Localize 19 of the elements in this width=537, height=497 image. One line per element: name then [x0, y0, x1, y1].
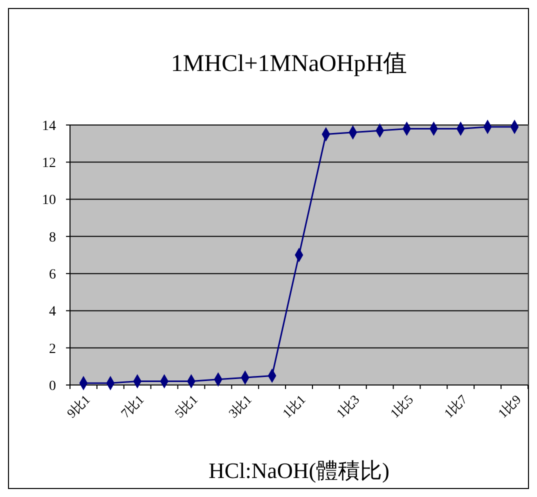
y-tick-label: 0 [49, 378, 56, 394]
chart-title: 1MHCl+1MNaOHpH值 [170, 51, 408, 77]
x-tick-label: 1比5 [387, 392, 416, 421]
y-tick-label: 6 [49, 267, 56, 282]
y-tick-label: 12 [42, 156, 56, 172]
x-tick-label: 1比9 [494, 392, 524, 421]
x-tick-label: 7比1 [118, 392, 147, 421]
x-axis-title: HCl:NaOH(體積比) [208, 458, 390, 483]
y-tick-label: 8 [49, 230, 56, 246]
y-tick-label: 4 [49, 304, 56, 320]
x-tick-label: 9比1 [64, 392, 93, 421]
y-tick-label: 2 [49, 342, 56, 357]
x-tick-label: 3比1 [225, 392, 254, 421]
x-tick-label: 1比7 [440, 391, 470, 421]
y-tick-label: 14 [42, 118, 56, 134]
y-tick-label: 10 [42, 193, 56, 208]
x-tick-label: 1比1 [279, 392, 308, 421]
x-tick-label: 1比3 [333, 392, 362, 421]
x-tick-label: 5比1 [172, 392, 201, 421]
